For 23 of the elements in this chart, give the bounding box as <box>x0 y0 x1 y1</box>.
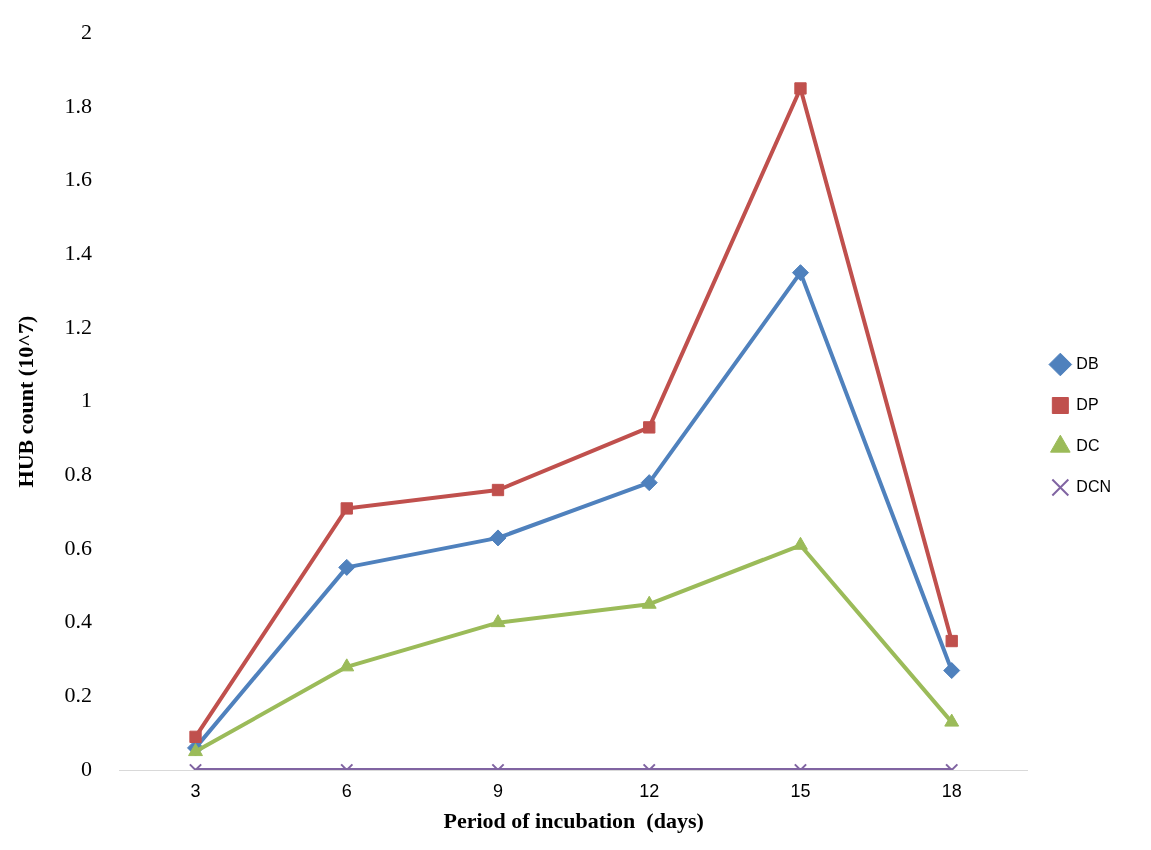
y-tick-label: 1.4 <box>64 240 92 266</box>
y-tick-label: 2 <box>80 18 92 44</box>
y-tick-label: 1.6 <box>64 166 92 192</box>
x-tick-label: 15 <box>790 780 811 801</box>
y-tick-label: 1.8 <box>64 92 92 118</box>
y-tick-label: 0.6 <box>64 534 92 560</box>
y-tick-label: 0.2 <box>64 682 92 708</box>
x-tick-label: 18 <box>941 780 962 801</box>
x-tick-label: 12 <box>639 780 660 801</box>
x-tick-label: 6 <box>341 780 352 801</box>
legend-label: DB <box>1076 354 1099 372</box>
y-tick-label: 1 <box>80 387 92 413</box>
y-axis-title: HUB count (10^7) <box>12 315 38 488</box>
x-axis-title: Period of incubation (days) <box>443 808 704 834</box>
y-tick-label: 0.4 <box>64 608 92 634</box>
legend-label: DCN <box>1076 477 1112 495</box>
legend-label: DC <box>1076 436 1100 454</box>
y-tick-label: 0.8 <box>64 461 92 487</box>
y-tick-label: 1.2 <box>64 313 92 339</box>
x-tick-label: 3 <box>190 780 201 801</box>
legend-label: DP <box>1076 395 1099 413</box>
x-tick-label: 9 <box>492 780 504 801</box>
y-tick-label: 0 <box>80 755 92 781</box>
